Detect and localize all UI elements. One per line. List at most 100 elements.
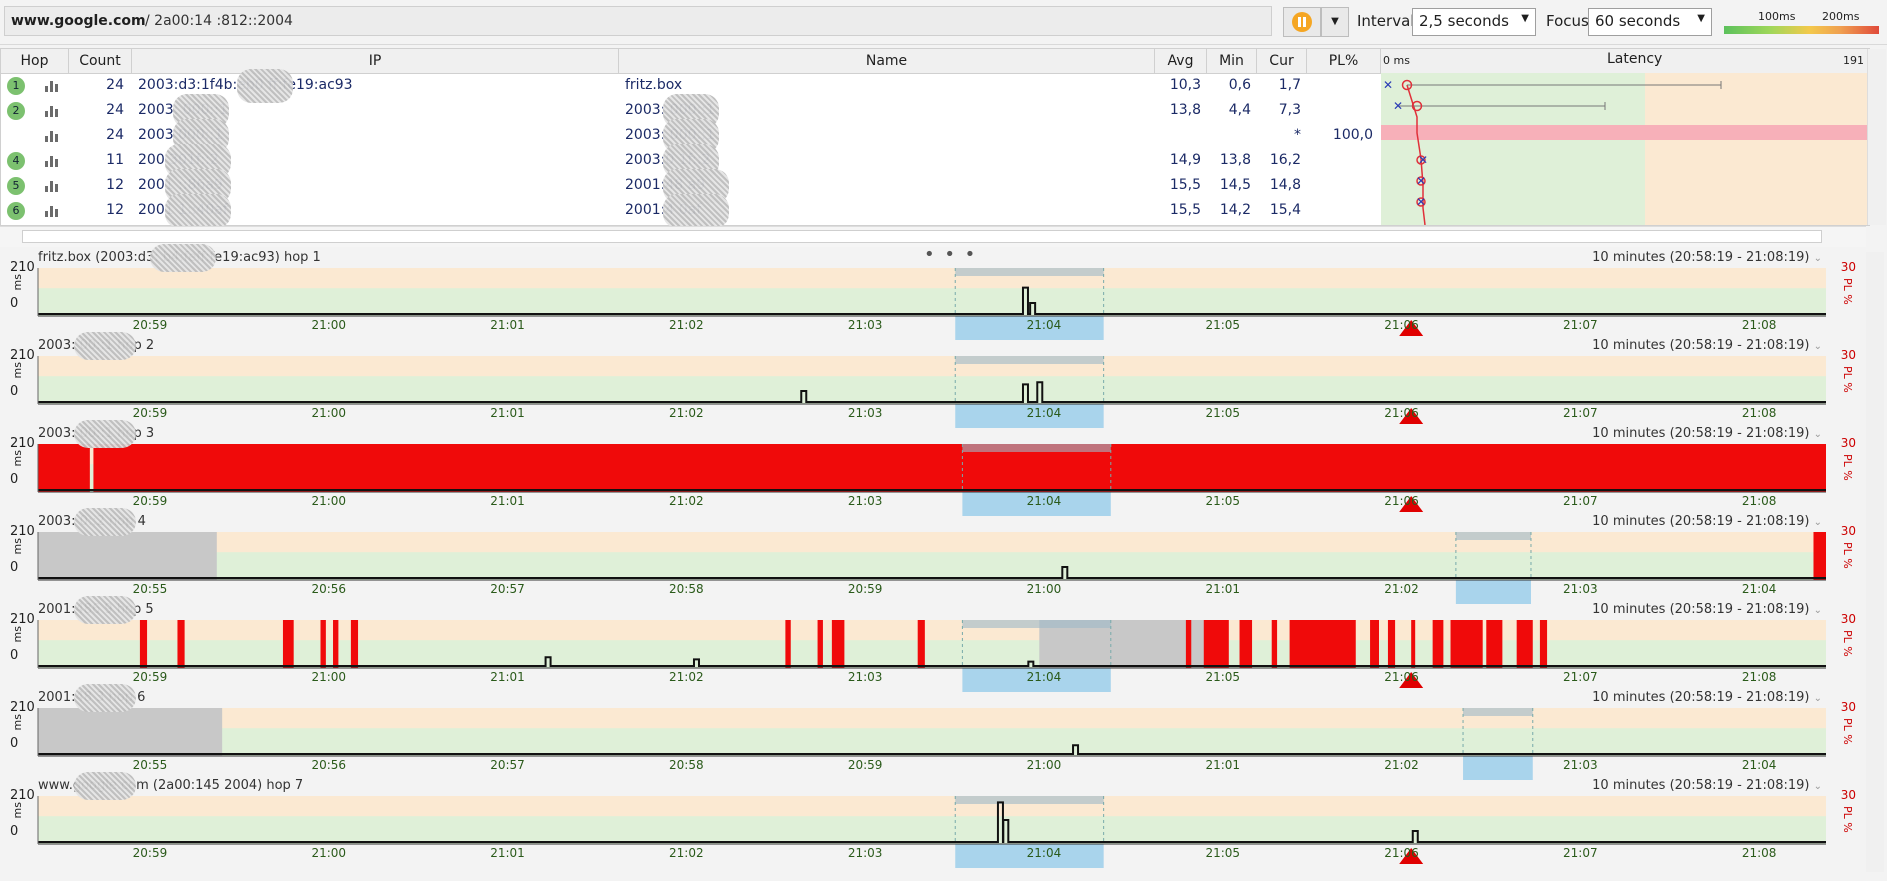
x-tick-label: 20:59 [847, 758, 883, 772]
options-dropdown-button[interactable]: ▼ [1321, 7, 1349, 37]
col-avg[interactable]: Avg [1155, 49, 1207, 73]
cell-count: 24 [106, 77, 124, 93]
graph-time-range[interactable]: 10 minutes (20:58:19 - 21:08:19) ⌄ [1592, 250, 1822, 265]
x-tick-label: 21:03 [847, 406, 883, 420]
x-tick-label: 20:57 [490, 582, 525, 596]
bar-chart-icon[interactable] [45, 156, 59, 167]
cell-min: 14,5 [1219, 177, 1251, 193]
col-cur[interactable]: Cur [1257, 49, 1307, 73]
graph-time-range[interactable]: 10 minutes (20:58:19 - 21:08:19) ⌄ [1592, 426, 1822, 441]
graph-time-range[interactable]: 10 minutes (20:58:19 - 21:08:19) ⌄ [1592, 778, 1822, 793]
graph-time-range[interactable]: 10 minutes (20:58:19 - 21:08:19) ⌄ [1592, 338, 1822, 353]
cell-count: 12 [106, 177, 124, 193]
graphs-vertical-scrollbar[interactable] [1866, 252, 1884, 872]
x-tick-label: 21:06 [1384, 406, 1419, 420]
splitter-handle[interactable]: • • • [924, 244, 978, 265]
pause-button[interactable] [1283, 7, 1321, 37]
x-tick-label: 21:07 [1563, 846, 1598, 860]
address-host: www.google.com [11, 13, 146, 29]
graph-plot [37, 444, 1826, 516]
hop-table: Hop Count IP Name Avg Min Cur PL% 0 ms L… [0, 48, 1886, 228]
graph-time-range[interactable]: 10 minutes (20:58:19 - 21:08:19) ⌄ [1592, 690, 1822, 705]
scrollbar-thumb[interactable] [22, 230, 1822, 243]
col-pl[interactable]: PL% [1307, 49, 1381, 73]
redaction-blur [150, 244, 216, 272]
graph-time-range[interactable]: 10 minutes (20:58:19 - 21:08:19) ⌄ [1592, 514, 1822, 529]
cell-pl [1307, 98, 1373, 123]
y-unit-label: ms [11, 450, 24, 467]
bar-chart-icon[interactable] [45, 131, 59, 142]
latency-orange-zone [1645, 73, 1867, 225]
address-bar[interactable]: www.google.com / 2a00:14 :812::2004 [4, 6, 1272, 36]
x-tick-label: 21:04 [1026, 318, 1062, 332]
x-tick-label: 20:59 [132, 318, 168, 332]
hop-graph[interactable]: 2003: 00::1 hop 210 minutes (20:58:19 - … [0, 332, 1856, 428]
x-tick-label: 21:08 [1741, 318, 1777, 332]
x-tick-label: 21:01 [490, 846, 525, 860]
hop-number-badge: 1 [7, 77, 25, 95]
latency-mini-chart: ✕ ✕ ✕ ✕ ✕ [1381, 73, 1867, 225]
col-hop[interactable]: Hop [1, 49, 69, 73]
svg-text:✕: ✕ [1383, 78, 1393, 92]
hop-graph[interactable]: 2003: 0::2 hop 410 minutes (20:58:19 - 2… [0, 508, 1856, 604]
pl-max-label: 30 [1840, 524, 1856, 538]
x-tick-label: 21:04 [1026, 670, 1062, 684]
bar-chart-icon[interactable] [45, 181, 59, 192]
bar-chart-icon[interactable] [45, 106, 59, 117]
col-count[interactable]: Count [69, 49, 132, 73]
table-horizontal-scrollbar[interactable] [0, 226, 1866, 247]
cell-avg [1155, 123, 1201, 148]
bar-chart-icon[interactable] [45, 206, 59, 217]
col-name[interactable]: Name [619, 49, 1155, 73]
table-row[interactable]: 1 24 2003:d3:1f4b:eb0 ff:fe19:ac93 fritz.bo… [1, 69, 1381, 103]
y-min-label: 0 [10, 648, 19, 663]
current-time-marker [1399, 408, 1424, 424]
latency-header[interactable]: Latency [1607, 51, 1663, 67]
latency-max-label: 191 [1843, 54, 1864, 67]
cell-count: 11 [106, 152, 124, 168]
pl-max-label: 30 [1840, 348, 1856, 362]
x-tick-label: 21:01 [490, 406, 525, 420]
y-max-label: 210 [10, 524, 35, 539]
x-tick-label: 20:59 [132, 670, 168, 684]
pl-unit-label: PL % [1841, 454, 1854, 481]
x-tick-label: 20:59 [847, 582, 883, 596]
x-tick-label: 21:08 [1741, 406, 1777, 420]
redaction-blur [74, 772, 136, 800]
graph-plot [37, 268, 1826, 340]
hop-graph[interactable]: 2003: 00::1 hop 310 minutes (20:58:19 - … [0, 420, 1856, 516]
cell-min: 4,4 [1228, 102, 1251, 118]
x-tick-label: 21:02 [1384, 758, 1419, 772]
latency-mini-plot: ✕ ✕ ✕ ✕ ✕ [1383, 78, 1722, 225]
col-ip[interactable]: IP [132, 49, 619, 73]
x-tick-label: 20:59 [132, 406, 168, 420]
graph-time-range[interactable]: 10 minutes (20:58:19 - 21:08:19) ⌄ [1592, 602, 1822, 617]
x-tick-label: 21:02 [669, 318, 704, 332]
col-min[interactable]: Min [1207, 49, 1257, 73]
interval-select[interactable]: 2,5 seconds ▼ [1412, 8, 1536, 36]
chevron-down-icon: ⌄ [1813, 781, 1822, 792]
hop-graph[interactable]: 2001:48 3 hop 610 minutes (20:58:19 - 21… [0, 684, 1856, 780]
current-time-marker [1399, 672, 1424, 688]
redaction-blur [165, 194, 231, 228]
hop-graph[interactable]: 2001:486 9 hop 510 minutes (20:58:19 - 2… [0, 596, 1856, 692]
latency-loss-band [1381, 125, 1867, 140]
pause-icon [1292, 12, 1312, 32]
x-tick-label: 21:03 [847, 494, 883, 508]
x-tick-label: 21:03 [1563, 758, 1598, 772]
x-tick-label: 21:00 [311, 670, 347, 684]
bar-chart-icon[interactable] [45, 81, 59, 92]
hop-graph[interactable]: fritz.box (2003:d3: b4:feff:fe19:ac93) h… [0, 244, 1856, 340]
latency-color-legend [1724, 26, 1879, 34]
table-vertical-scrollbar[interactable] [1867, 49, 1886, 225]
x-tick-label: 21:02 [669, 406, 704, 420]
hop-graph[interactable]: www.google.com (2a00:145 2004) hop 7 10 m… [0, 772, 1856, 868]
table-header: Hop Count IP Name Avg Min Cur PL% 0 ms L… [1, 49, 1871, 74]
x-tick-label: 21:04 [1741, 582, 1777, 596]
focus-select[interactable]: 60 seconds ▼ [1588, 8, 1712, 36]
toolbar: www.google.com / 2a00:14 :812::2004 ▼ In… [0, 0, 1887, 45]
x-tick-label: 21:05 [1205, 670, 1241, 684]
x-tick-label: 20:55 [132, 582, 168, 596]
hop-number-badge: 5 [7, 177, 25, 195]
